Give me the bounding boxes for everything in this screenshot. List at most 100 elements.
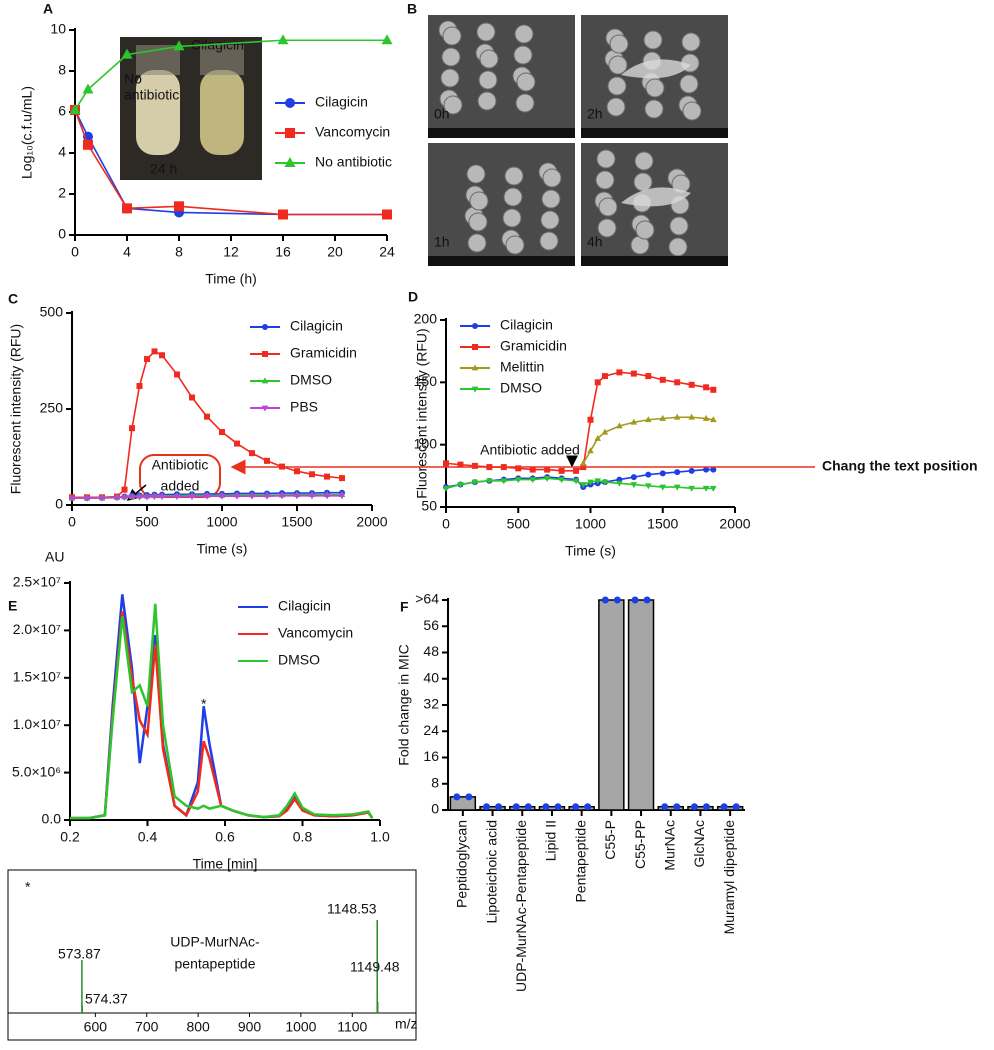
replicate-dot (673, 803, 681, 811)
annotation: Antibiotic (152, 457, 209, 473)
cell (608, 55, 628, 75)
y-tick-label: 100 (414, 435, 438, 451)
point (674, 379, 681, 386)
point (587, 479, 594, 486)
point (68, 495, 76, 502)
point (294, 468, 300, 475)
image-label: 1h (434, 234, 450, 250)
point (188, 494, 196, 501)
cell (503, 187, 523, 207)
legend-label: No antibiotic (315, 154, 392, 170)
point (703, 384, 710, 391)
x-axis-label: Time [min] (193, 856, 258, 872)
replicate-dot (524, 803, 532, 811)
bar (598, 599, 625, 811)
point (248, 493, 256, 500)
y-axis-label: Fluorescent intensity (RFU) (414, 328, 430, 498)
point (544, 466, 551, 473)
legend-label: DMSO (278, 652, 320, 668)
y-tick-label: 16 (423, 748, 439, 764)
series-line (445, 477, 714, 490)
x-tick-label: 600 (84, 1019, 108, 1035)
point (645, 471, 652, 478)
legend-label: Gramicidin (500, 338, 567, 354)
point (173, 40, 185, 51)
x-tick-label: Lipoteichoic acid (483, 820, 499, 924)
point (616, 369, 623, 376)
point (189, 394, 195, 401)
point (261, 377, 269, 384)
x-tick-label: 0 (442, 516, 450, 532)
cell (515, 93, 535, 113)
point (645, 373, 652, 380)
y-tick-label: 2 (58, 185, 66, 201)
x-axis-label: Time (s) (197, 541, 248, 557)
replicate-dot (613, 596, 621, 604)
cell (668, 237, 688, 257)
panel-letter: F (400, 599, 409, 615)
cell (679, 74, 699, 94)
image-label: 0h (434, 106, 450, 122)
x-tick-label: 0.6 (215, 829, 235, 845)
replicate-dot (483, 803, 491, 811)
scale-bar (581, 128, 728, 138)
replicate-dot (495, 803, 503, 811)
cell (505, 235, 525, 255)
point (122, 203, 132, 214)
y-tick-label: 40 (423, 669, 439, 685)
tube (136, 70, 180, 155)
point (702, 414, 710, 421)
point (261, 405, 269, 412)
cell (643, 30, 663, 50)
point (471, 479, 479, 486)
cell (504, 166, 524, 186)
point (659, 376, 666, 383)
x-tick-label: C55-PP (632, 820, 648, 869)
y-tick-label: 5.0×10⁶ (12, 763, 61, 779)
cell (477, 91, 497, 111)
point (457, 461, 464, 468)
x-tick-label: 24 (379, 244, 395, 260)
point (143, 494, 151, 501)
point (323, 493, 331, 500)
legend-label: DMSO (290, 372, 332, 388)
y-tick-label: 0 (55, 496, 63, 512)
cell (595, 170, 615, 190)
y-tick-label: 10 (50, 21, 66, 37)
point (136, 494, 143, 501)
cell (681, 32, 701, 52)
y-axis-label: Fold change in MIC (396, 644, 412, 765)
cell (541, 189, 561, 209)
x-tick-label: 1000 (285, 1019, 316, 1035)
point (673, 484, 681, 491)
cell (466, 164, 486, 184)
point (630, 474, 637, 481)
cell (633, 172, 653, 192)
x-tick-label: 0 (71, 244, 79, 260)
cell (441, 47, 461, 67)
peak-label: 1148.53 (327, 901, 377, 917)
point (500, 478, 508, 485)
y-tick-label: 1.0×10⁷ (13, 716, 61, 732)
y-tick-label: 8 (431, 774, 439, 790)
point (594, 379, 601, 386)
point (579, 459, 587, 466)
point (514, 477, 522, 484)
point (558, 467, 565, 474)
series-line (72, 494, 342, 499)
point (601, 428, 609, 435)
image-label: 4h (587, 234, 603, 250)
y-tick-label: 200 (414, 311, 438, 327)
x-tick-label: 1000 (575, 516, 606, 532)
point (673, 413, 681, 420)
point (594, 478, 602, 485)
point (262, 324, 268, 330)
point (529, 466, 536, 473)
cell (635, 220, 655, 240)
inset-text: pentapeptide (175, 956, 256, 972)
replicate-dot (661, 803, 669, 811)
cell (478, 70, 498, 90)
y-tick-label: 8 (58, 62, 66, 78)
peak-label: 1149.48 (350, 959, 400, 975)
point (203, 493, 211, 500)
